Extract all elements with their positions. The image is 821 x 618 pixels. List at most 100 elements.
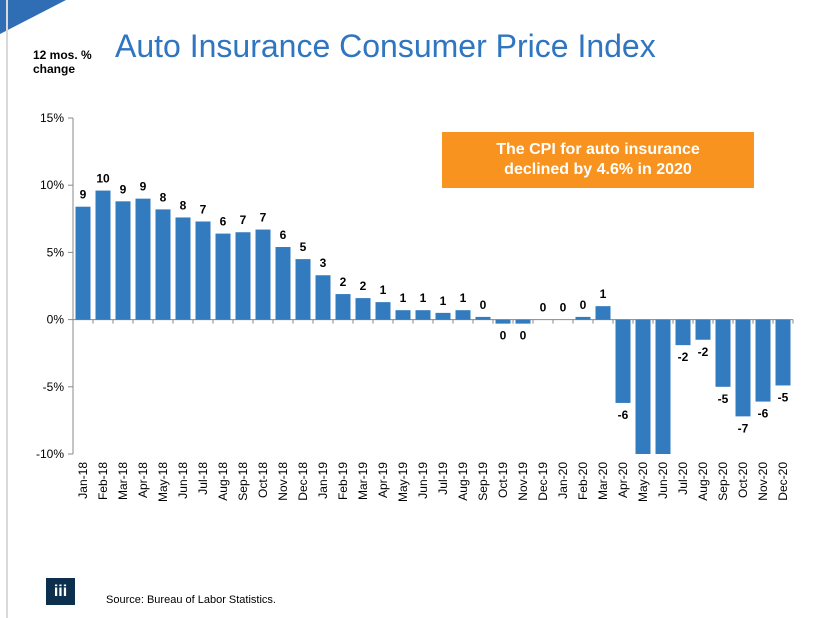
x-tick-label: Jun-19 — [416, 462, 430, 499]
bar-Oct-18 — [255, 229, 271, 320]
bar-Sep-18 — [235, 232, 251, 320]
bar-Feb-19 — [335, 294, 351, 320]
x-tick-label: Dec-18 — [296, 462, 310, 501]
y-tick-label: -5% — [43, 380, 65, 394]
x-tick-label: Dec-19 — [536, 462, 550, 501]
data-label: 7 — [260, 211, 267, 225]
x-tick-label: Aug-20 — [696, 462, 710, 501]
data-label: 1 — [600, 287, 607, 301]
bar-Apr-18 — [135, 198, 151, 320]
x-tick-label: Jul-20 — [676, 462, 690, 495]
x-tick-label: Nov-18 — [276, 462, 290, 501]
x-tick-label: Apr-18 — [136, 462, 150, 498]
bar-Apr-20 — [615, 319, 631, 403]
bar-May-20 — [635, 319, 651, 454]
data-label: 8 — [160, 190, 167, 204]
bar-Feb-20 — [575, 316, 591, 320]
corner-accent — [0, 0, 66, 34]
data-label: 1 — [400, 291, 407, 305]
data-label: 2 — [360, 279, 367, 293]
bar-Jun-20 — [655, 319, 671, 454]
data-label: 1 — [380, 283, 387, 297]
x-tick-label: May-19 — [396, 462, 410, 502]
data-label: 6 — [220, 215, 227, 229]
y-axis-label-line2: change — [33, 62, 76, 76]
bar-Jul-18 — [195, 221, 211, 320]
data-label: 5 — [300, 240, 307, 254]
x-tick-label: Dec-20 — [776, 462, 790, 501]
y-axis-label: 12 mos. % change — [33, 48, 113, 76]
y-axis-label-line1: 12 mos. % — [33, 48, 92, 62]
y-tick-label: 10% — [40, 178, 64, 192]
x-tick-label: Mar-20 — [596, 462, 610, 500]
bar-Mar-19 — [355, 298, 371, 320]
x-tick-label: Mar-19 — [356, 462, 370, 500]
bar-Dec-20 — [775, 319, 791, 386]
data-label: 9 — [80, 188, 87, 202]
bar-Mar-18 — [115, 201, 131, 320]
x-tick-label: Jan-18 — [76, 462, 90, 499]
x-tick-label: Apr-19 — [376, 462, 390, 498]
data-label: 3 — [320, 256, 327, 270]
data-label: 0 — [520, 329, 527, 343]
x-tick-label: Feb-20 — [576, 462, 590, 500]
x-tick-label: Jan-19 — [316, 462, 330, 499]
bar-Oct-19 — [495, 319, 511, 324]
x-tick-label: Aug-18 — [216, 462, 230, 501]
data-label: -6 — [758, 407, 769, 421]
x-tick-label: Nov-20 — [756, 462, 770, 501]
data-label: -5 — [718, 392, 729, 406]
data-label: 0 — [480, 298, 487, 312]
data-label: 0 — [580, 298, 587, 312]
callout-text: The CPI for auto insurance declined by 4… — [496, 141, 700, 178]
x-tick-label: May-18 — [156, 462, 170, 502]
data-label: -6 — [618, 408, 629, 422]
bar-Dec-18 — [295, 259, 311, 320]
x-tick-label: Jun-18 — [176, 462, 190, 499]
data-label: 0 — [500, 329, 507, 343]
x-tick-label: Sep-18 — [236, 462, 250, 501]
data-label: -2 — [678, 350, 689, 364]
data-label: 6 — [280, 228, 287, 242]
bar-Apr-19 — [375, 302, 391, 320]
x-tick-label: Jan-20 — [556, 462, 570, 499]
x-tick-label: Sep-19 — [476, 462, 490, 501]
x-tick-label: Jul-19 — [436, 462, 450, 495]
bar-Aug-19 — [455, 310, 471, 320]
bar-Sep-20 — [715, 319, 731, 387]
bar-Feb-18 — [95, 190, 111, 320]
x-tick-label: Feb-18 — [96, 462, 110, 500]
data-label: 2 — [340, 275, 347, 289]
x-tick-label: Aug-19 — [456, 462, 470, 501]
bar-Oct-20 — [735, 319, 751, 417]
x-tick-label: May-20 — [636, 462, 650, 502]
x-tick-label: Oct-19 — [496, 462, 510, 498]
data-label: 1 — [460, 291, 467, 305]
bar-Nov-20 — [755, 319, 771, 402]
x-tick-label: Nov-19 — [516, 462, 530, 501]
slide-border — [6, 0, 8, 618]
x-tick-label: Sep-20 — [716, 462, 730, 501]
y-tick-label: 5% — [47, 245, 65, 259]
data-label: -2 — [698, 345, 709, 359]
x-tick-label: Oct-18 — [256, 462, 270, 498]
data-label: 7 — [200, 202, 207, 216]
data-label: 0 — [540, 301, 547, 315]
chart-title: Auto Insurance Consumer Price Index — [115, 28, 656, 64]
data-label: 9 — [140, 180, 147, 194]
bar-May-18 — [155, 209, 171, 320]
source-note: Source: Bureau of Labor Statistics. — [106, 594, 276, 606]
x-tick-label: Jul-18 — [196, 462, 210, 495]
x-tick-label: Mar-18 — [116, 462, 130, 500]
bar-Nov-18 — [275, 247, 291, 320]
data-label: -5 — [778, 390, 789, 404]
y-tick-label: -10% — [36, 447, 64, 461]
x-tick-label: Oct-20 — [736, 462, 750, 498]
data-label: 1 — [440, 294, 447, 308]
bar-Jul-20 — [675, 319, 691, 346]
y-tick-label: 15% — [40, 111, 64, 125]
data-label: 0 — [560, 301, 567, 315]
data-label: 9 — [120, 182, 127, 196]
bar-Nov-19 — [515, 319, 531, 324]
